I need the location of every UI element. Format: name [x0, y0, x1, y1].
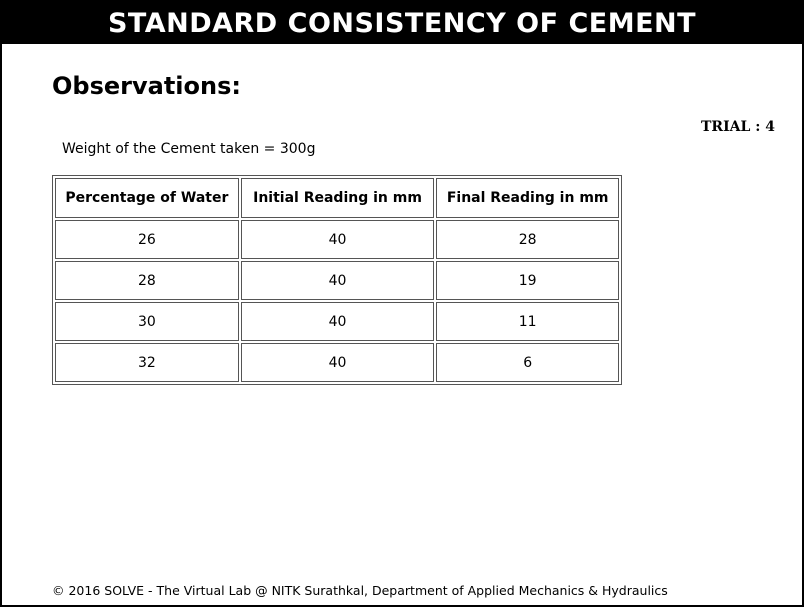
observations-table: Percentage of Water Initial Reading in m…	[52, 175, 622, 385]
cell-percentage-water: 30	[55, 302, 239, 341]
header-percentage-water: Percentage of Water	[55, 178, 239, 218]
table-row: 32 40 6	[55, 343, 619, 382]
trial-value: 4	[765, 119, 775, 135]
table-row: 30 40 11	[55, 302, 619, 341]
footer-copyright: © 2016 SOLVE - The Virtual Lab @ NITK Su…	[52, 583, 668, 598]
title-bar: STANDARD CONSISTENCY OF CEMENT	[2, 2, 802, 44]
cell-percentage-water: 32	[55, 343, 239, 382]
cell-initial-reading: 40	[240, 261, 435, 300]
trial-label: TRIAL :	[701, 119, 766, 135]
header-final-reading: Final Reading in mm	[436, 178, 619, 218]
cell-final-reading: 6	[436, 343, 619, 382]
cell-initial-reading: 40	[240, 220, 435, 259]
table-row: 26 40 28	[55, 220, 619, 259]
table-row: 28 40 19	[55, 261, 619, 300]
cell-initial-reading: 40	[240, 343, 435, 382]
observations-heading: Observations:	[52, 72, 241, 100]
page-title: STANDARD CONSISTENCY OF CEMENT	[107, 7, 697, 39]
cell-percentage-water: 28	[55, 261, 239, 300]
cell-final-reading: 28	[436, 220, 619, 259]
table-header-row: Percentage of Water Initial Reading in m…	[55, 178, 619, 218]
cell-final-reading: 11	[436, 302, 619, 341]
cell-initial-reading: 40	[240, 302, 435, 341]
cell-final-reading: 19	[436, 261, 619, 300]
cell-percentage-water: 26	[55, 220, 239, 259]
trial-indicator: TRIAL : 4	[701, 119, 775, 135]
cement-weight-text: Weight of the Cement taken = 300g	[62, 141, 316, 157]
header-initial-reading: Initial Reading in mm	[240, 178, 435, 218]
